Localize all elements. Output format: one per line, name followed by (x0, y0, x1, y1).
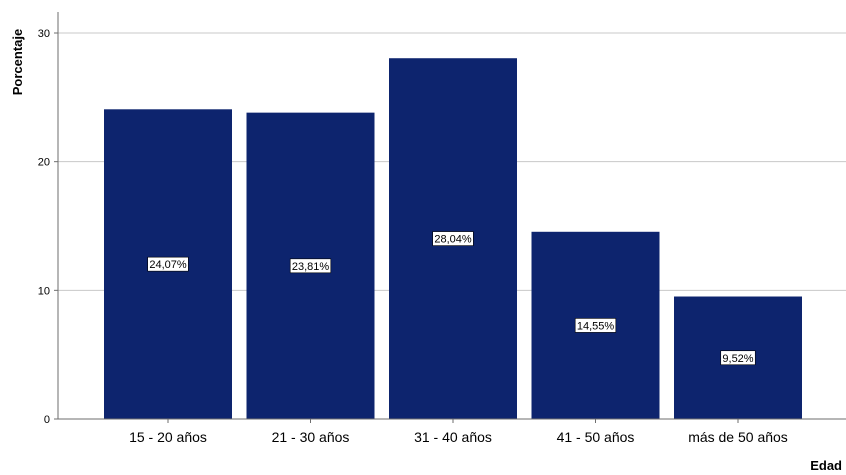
y-tick-label: 0 (44, 414, 50, 426)
data-label: 23,81% (292, 261, 330, 273)
x-axis-ticks: 15 - 20 años 21 - 30 años 31 - 40 años 41 -… (129, 419, 788, 445)
data-label-box (289, 258, 332, 274)
data-label-box (574, 318, 617, 333)
data-label-box (147, 256, 189, 272)
x-tick-label: 41 - 50 años (557, 429, 635, 445)
x-tick-label: más de 50 años (688, 429, 788, 445)
x-tick-label: 15 - 20 años (129, 429, 207, 445)
data-label: 24,07% (149, 259, 187, 271)
y-tick-label: 30 (38, 28, 50, 40)
y-tick-label: 20 (38, 157, 50, 169)
y-tick-label: 10 (38, 285, 50, 297)
data-label: 28,04% (434, 234, 472, 246)
x-tick-label: 31 - 40 años (414, 429, 492, 445)
y-axis-title: Porcentaje (10, 29, 25, 95)
data-label-box (432, 231, 474, 246)
y-axis-ticks: 0 10 20 30 (38, 28, 58, 426)
data-label-box (720, 350, 756, 366)
data-label: 14,55% (577, 320, 615, 332)
data-labels: 24,07% 23,81% 28,04% 14,55% 9,52% (147, 231, 756, 366)
data-label: 9,52% (722, 353, 753, 365)
x-tick-label: 21 - 30 años (272, 429, 350, 445)
x-axis-title: Edad (810, 458, 842, 473)
